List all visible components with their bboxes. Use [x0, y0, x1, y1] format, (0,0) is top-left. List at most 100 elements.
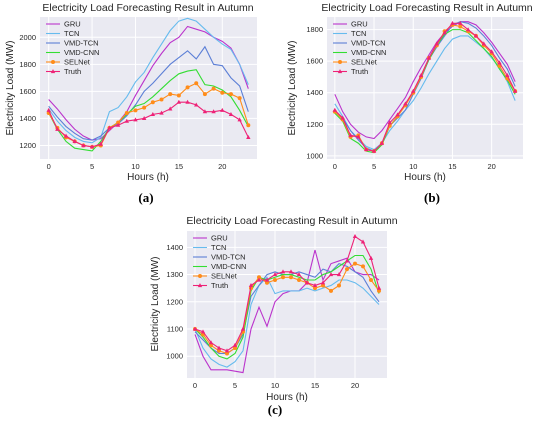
- data-point: [264, 277, 270, 282]
- data-point: [371, 148, 377, 153]
- series-truth: [46, 99, 251, 149]
- data-point: [124, 111, 129, 116]
- data-point: [220, 107, 225, 112]
- x-tick-label: 0: [193, 381, 197, 390]
- x-tick-label: 5: [90, 162, 94, 171]
- series-line: [48, 101, 249, 148]
- data-point: [296, 272, 302, 277]
- data-point: [312, 283, 318, 288]
- data-point: [481, 41, 486, 46]
- data-point: [289, 275, 293, 280]
- x-tick-label: 15: [448, 162, 456, 171]
- data-point: [232, 342, 238, 347]
- caption-c: (c): [267, 402, 283, 417]
- data-point: [211, 86, 216, 91]
- data-point: [208, 340, 214, 345]
- x-tick-label: 10: [131, 162, 139, 171]
- y-tick-label: 1400: [306, 88, 323, 97]
- series-line: [334, 21, 516, 140]
- chart-b: 1000 1200 1400 1600 1800 0 5 10 15 20 GRUTCNVMD-TC…: [287, 2, 533, 183]
- legend-label: VMD-CNN: [64, 48, 99, 57]
- data-point: [194, 81, 199, 86]
- data-point: [220, 90, 225, 95]
- data-point: [257, 275, 261, 280]
- y-tick-label: 1100: [167, 325, 183, 334]
- data-point: [489, 49, 494, 54]
- data-point: [387, 120, 392, 125]
- data-point: [473, 33, 479, 38]
- legend-label: TCN: [64, 29, 79, 38]
- data-point: [360, 239, 366, 244]
- data-point: [185, 85, 190, 90]
- data-point: [150, 111, 156, 116]
- data-point: [228, 92, 233, 97]
- chart-a: 1200 1400 1600 1800 2000 0 5 10 15 20 GRUTCNVMD-TC…: [5, 2, 257, 183]
- plot-area: 1000 1100 1200 1300 1400 0 5 10 15 20 GRUTCNVMD-TC…: [166, 231, 387, 390]
- data-point: [141, 116, 147, 121]
- series-line: [194, 254, 380, 360]
- data-point: [273, 278, 277, 282]
- y-axis-label: Electricity Load (MW): [5, 40, 16, 135]
- data-point: [217, 348, 221, 353]
- y-tick-label: 1200: [306, 120, 323, 129]
- data-point: [256, 277, 262, 282]
- data-point: [512, 88, 518, 93]
- legend-label: VMD-TCN: [351, 39, 386, 48]
- data-point: [240, 326, 246, 331]
- data-point: [281, 275, 285, 280]
- data-point: [202, 109, 208, 114]
- data-point: [159, 97, 164, 102]
- y-axis-label: Electricity Load (MW): [287, 40, 298, 135]
- data-point: [209, 343, 213, 348]
- legend-label: SELNet: [351, 58, 378, 67]
- data-point: [337, 283, 341, 288]
- data-point: [237, 96, 242, 101]
- x-axis-label: Hours (h): [127, 172, 169, 183]
- data-point: [98, 141, 103, 146]
- legend-marker: [50, 69, 56, 74]
- legend-label: VMD-TCN: [64, 39, 99, 48]
- legend-label: Truth: [211, 281, 228, 290]
- series-line: [48, 69, 249, 152]
- caption-a: (a): [138, 190, 154, 205]
- y-tick-label: 1600: [306, 57, 323, 66]
- legend-marker: [51, 60, 55, 64]
- y-tick-label: 1800: [19, 60, 36, 69]
- x-tick-label: 15: [175, 162, 183, 171]
- data-point: [176, 99, 182, 104]
- x-tick-label: 20: [487, 162, 495, 171]
- chart-c: 1000 1100 1200 1300 1400 0 5 10 15 20 GRUTCNVMD-TC…: [150, 215, 398, 403]
- data-point: [246, 123, 251, 128]
- data-point: [124, 118, 129, 123]
- x-tick-label: 15: [311, 381, 319, 390]
- data-point: [63, 133, 69, 138]
- data-point: [313, 286, 317, 291]
- data-point: [228, 111, 234, 116]
- legend-label: GRU: [64, 20, 81, 29]
- data-point: [224, 348, 230, 353]
- data-point: [200, 329, 206, 334]
- data-point: [505, 72, 510, 77]
- data-point: [304, 280, 310, 285]
- plot-area: 1000 1200 1400 1600 1800 0 5 10 15 20 GRUTCNVMD-TC…: [306, 17, 523, 171]
- series-line: [194, 235, 380, 352]
- data-point: [116, 120, 121, 125]
- y-tick-label: 1300: [166, 270, 183, 279]
- data-point: [332, 107, 338, 112]
- data-point: [434, 41, 439, 46]
- data-point: [89, 144, 95, 149]
- series-selnet: [193, 261, 381, 356]
- caption-b: (b): [424, 190, 440, 205]
- y-axis-label: Electricity Load (MW): [150, 256, 161, 351]
- data-point: [377, 288, 381, 293]
- legend-label: SELNet: [211, 272, 238, 281]
- data-point: [55, 126, 60, 131]
- data-point: [348, 132, 353, 137]
- x-tick-label: 20: [351, 381, 359, 390]
- data-point: [46, 107, 51, 112]
- series-tcn: [48, 17, 249, 144]
- series-gru: [334, 21, 516, 140]
- legend-label: GRU: [351, 20, 368, 29]
- data-point: [329, 288, 333, 293]
